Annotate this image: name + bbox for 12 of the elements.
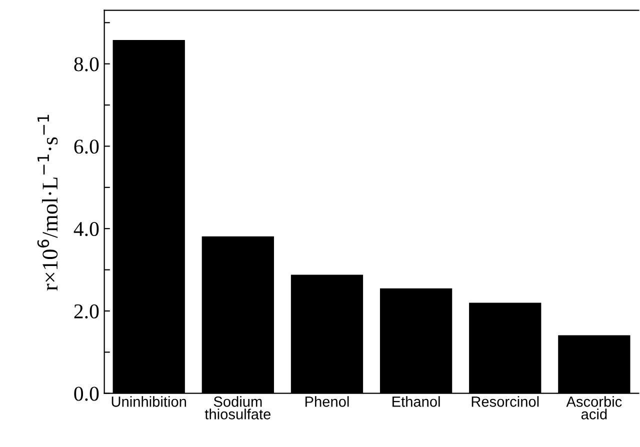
y-tick-label: 0.0 <box>74 386 99 401</box>
y-tick-label: 4.0 <box>74 222 99 236</box>
x-tick-label: Ethanol <box>392 396 440 407</box>
y-tick-label: 6.0 <box>74 140 99 154</box>
x-tick-label: Ascorbic acid <box>566 396 622 420</box>
x-tick-label: Uninhibition <box>112 396 186 407</box>
y-tick-label: 8.0 <box>74 57 99 72</box>
y-tick-label: 2.0 <box>74 304 99 318</box>
x-tick-label: Resorcinol <box>472 396 539 407</box>
x-tick-label: Sodium thiosulfate <box>204 396 271 420</box>
x-tick-label: Phenol <box>305 396 349 407</box>
y-axis-title: r×10$^{6}$/mol·L$^{−1}$·s$^{−1}$ <box>37 114 58 290</box>
